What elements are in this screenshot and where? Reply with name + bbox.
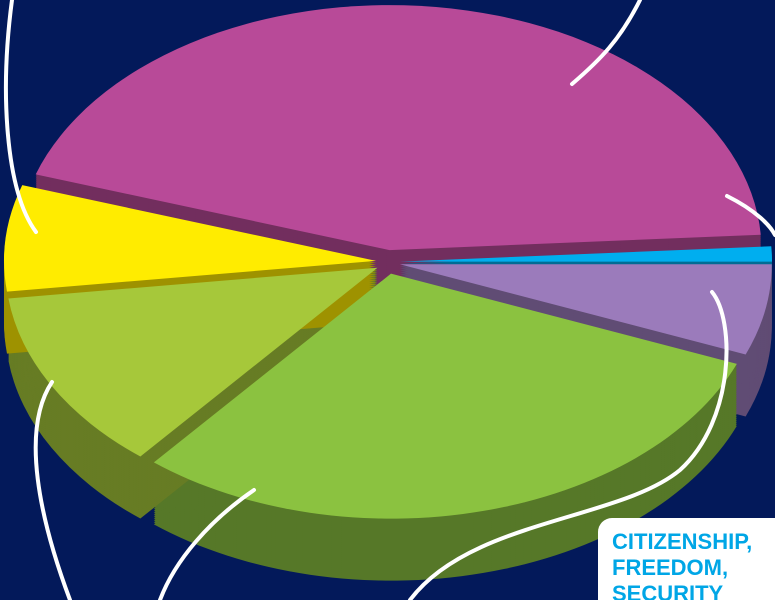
leader-line [4, 0, 38, 234]
annotation-line: SECURITY [612, 581, 724, 600]
leader-lines [4, 0, 775, 600]
pie [4, 5, 772, 581]
annotation-line: FREEDOM, [612, 555, 728, 580]
annotation-box: CITIZENSHIP, FREEDOM, SECURITY [598, 518, 775, 600]
slice [8, 267, 378, 457]
slice [35, 5, 761, 251]
slice [4, 185, 377, 292]
leader-line [570, 0, 642, 86]
slice [399, 246, 772, 262]
annotation-background [598, 518, 775, 600]
leader-line [33, 380, 72, 600]
leader-line [158, 488, 256, 600]
leader-line [408, 290, 729, 600]
slice [153, 273, 737, 519]
leader-line [725, 194, 775, 237]
annotation-line: CITIZENSHIP, [612, 529, 752, 554]
slice [399, 264, 772, 355]
